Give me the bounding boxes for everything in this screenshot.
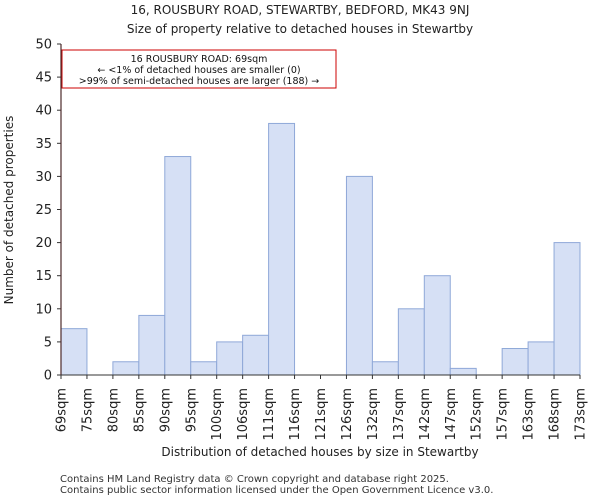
annotation-line: ← <1% of detached houses are smaller (0) bbox=[97, 65, 300, 76]
x-tick-label: 116sqm bbox=[288, 388, 303, 441]
bar bbox=[268, 122, 296, 376]
y-axis-label: Number of detached properties bbox=[2, 116, 16, 305]
bar bbox=[190, 361, 218, 376]
x-tick-label: 111sqm bbox=[262, 388, 277, 441]
x-tick-label: 100sqm bbox=[210, 388, 225, 441]
y-tick-label: 35 bbox=[35, 137, 52, 152]
x-axis-label: Distribution of detached houses by size … bbox=[161, 445, 478, 459]
footer-licence: Contains public sector information licen… bbox=[60, 485, 494, 496]
y-tick-label: 5 bbox=[44, 335, 52, 350]
x-tick-label: 137sqm bbox=[392, 388, 407, 441]
bar bbox=[423, 275, 451, 376]
annotation-box: 16 ROUSBURY ROAD: 69sqm← <1% of detached… bbox=[61, 49, 337, 89]
x-tick-label: 106sqm bbox=[236, 388, 251, 441]
x-axis-ticks: 69sqm 75sqm 80sqm 85sqm 90sqm 95sqm 100sqm 106s… bbox=[55, 375, 589, 441]
x-tick-label: 132sqm bbox=[366, 388, 381, 441]
x-tick-label: 147sqm bbox=[444, 388, 459, 441]
x-tick-label: 90sqm bbox=[158, 388, 173, 432]
bar bbox=[138, 314, 166, 376]
bar bbox=[553, 242, 581, 376]
x-tick-label: 85sqm bbox=[132, 388, 147, 432]
x-tick-label: 142sqm bbox=[418, 388, 433, 441]
axes bbox=[60, 44, 580, 376]
bar bbox=[112, 361, 140, 376]
footer-copyright: Contains HM Land Registry data © Crown c… bbox=[60, 474, 449, 485]
bar bbox=[345, 175, 373, 376]
y-tick-label: 25 bbox=[35, 203, 52, 218]
bars bbox=[60, 122, 581, 376]
bar bbox=[164, 156, 192, 376]
x-tick-label: 173sqm bbox=[574, 388, 589, 441]
y-tick-label: 40 bbox=[35, 104, 52, 119]
x-tick-label: 69sqm bbox=[55, 388, 70, 432]
bar bbox=[397, 308, 425, 376]
bar bbox=[371, 361, 399, 376]
bar bbox=[242, 334, 270, 376]
annotation-frame bbox=[61, 49, 337, 89]
annotation-line: >99% of semi-detached houses are larger … bbox=[79, 76, 320, 87]
x-tick-label: 163sqm bbox=[522, 388, 537, 441]
bar bbox=[501, 348, 529, 376]
y-tick-label: 30 bbox=[35, 170, 52, 185]
bar bbox=[216, 341, 244, 376]
y-tick-label: 15 bbox=[35, 269, 52, 284]
bar bbox=[527, 341, 555, 376]
x-tick-label: 157sqm bbox=[496, 388, 511, 441]
y-axis-ticks: 0 5 10 15 20 25 30 35 40 45 50 bbox=[35, 38, 61, 384]
annotation-line: 16 ROUSBURY ROAD: 69sqm bbox=[131, 54, 268, 65]
x-tick-label: 152sqm bbox=[470, 388, 485, 441]
histogram-chart: 16, ROUSBURY ROAD, STEWARTBY, BEDFORD, M… bbox=[2, 3, 589, 459]
x-tick-label: 126sqm bbox=[340, 388, 355, 441]
bar bbox=[449, 367, 477, 376]
chart-title: 16, ROUSBURY ROAD, STEWARTBY, BEDFORD, M… bbox=[131, 3, 470, 17]
y-tick-label: 10 bbox=[35, 302, 52, 317]
x-tick-label: 75sqm bbox=[80, 388, 95, 432]
chart-subtitle: Size of property relative to detached ho… bbox=[127, 22, 473, 36]
x-tick-label: 121sqm bbox=[314, 388, 329, 441]
y-tick-label: 20 bbox=[35, 236, 52, 251]
x-tick-label: 80sqm bbox=[106, 388, 121, 432]
x-tick-label: 95sqm bbox=[184, 388, 199, 432]
x-tick-label: 168sqm bbox=[548, 388, 563, 441]
bar bbox=[60, 328, 88, 376]
y-tick-label: 50 bbox=[35, 38, 52, 53]
y-tick-label: 0 bbox=[44, 369, 52, 384]
y-tick-label: 45 bbox=[35, 71, 52, 86]
